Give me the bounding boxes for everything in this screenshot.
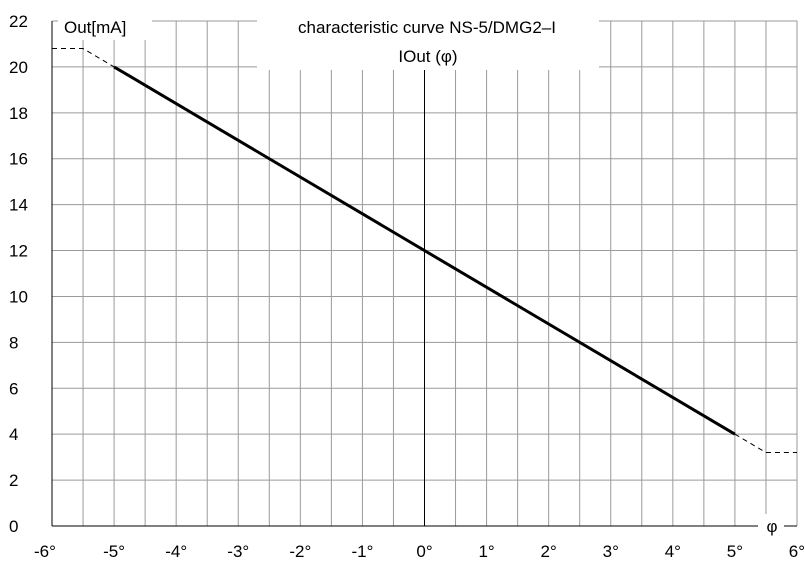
y-tick-label: 12 — [9, 242, 28, 261]
x-tick-label: -6° — [34, 542, 56, 561]
y-tick-label: 14 — [9, 196, 28, 215]
y-tick-label: 22 — [9, 12, 28, 31]
x-tick-label: 4° — [665, 542, 681, 561]
x-tick-label: 3° — [603, 542, 619, 561]
y-tick-label: 8 — [9, 333, 18, 352]
tick-labels: 0 2 4 6 8 10 12 14 16 18 20 22 -6° -5° -4° -3° -2° -1° 0° 1… — [9, 12, 805, 561]
x-tick-label: 0° — [416, 542, 432, 561]
axes — [51, 21, 797, 527]
x-axis-label-background — [758, 514, 784, 538]
y-tick-label: 0 — [9, 517, 18, 536]
y-tick-label: 18 — [9, 104, 28, 123]
y-tick-label: 20 — [9, 58, 28, 77]
x-tick-label: 5° — [727, 542, 743, 561]
chart-subtitle: IOut (φ) — [398, 47, 457, 66]
y-axis-label: Out[mA] — [64, 18, 126, 37]
x-tick-label: 2° — [541, 542, 557, 561]
y-axis-label-background — [58, 12, 152, 40]
title-background — [257, 12, 599, 70]
series-lines — [52, 48, 797, 454]
y-tick-label: 10 — [9, 287, 28, 306]
extension-dashed-line — [52, 48, 115, 68]
x-tick-label: -4° — [165, 542, 187, 561]
y-tick-label: 6 — [9, 379, 18, 398]
y-tick-label: 4 — [9, 425, 18, 444]
x-tick-label: -2° — [289, 542, 311, 561]
x-tick-label: -3° — [227, 542, 249, 561]
x-tick-label: -5° — [103, 542, 125, 561]
chart-title: characteristic curve NS-5/DMG2–I — [298, 18, 556, 37]
characteristic-curve-line — [113, 65, 736, 436]
y-tick-label: 16 — [9, 150, 28, 169]
x-axis-label: φ — [766, 517, 777, 536]
x-tick-label: 6° — [789, 542, 805, 561]
y-tick-label: 2 — [9, 471, 18, 490]
extension-dashed-line — [734, 433, 797, 454]
x-tick-label: -1° — [351, 542, 373, 561]
x-tick-label: 1° — [478, 542, 494, 561]
